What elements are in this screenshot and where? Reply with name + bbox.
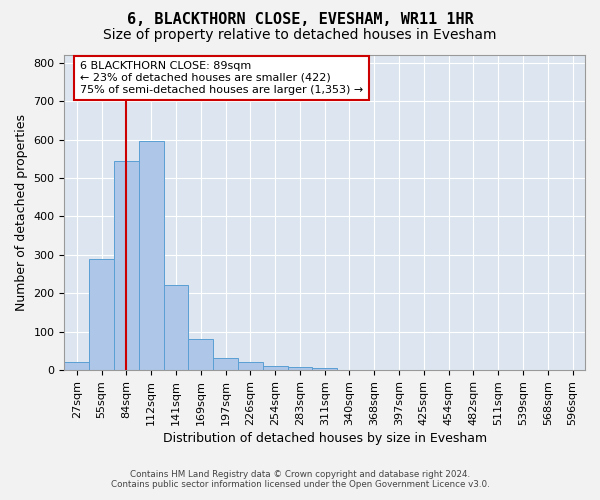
Bar <box>89 258 114 370</box>
Bar <box>188 340 213 370</box>
Bar <box>313 368 337 370</box>
Bar <box>213 358 238 370</box>
Text: 6 BLACKTHORN CLOSE: 89sqm
← 23% of detached houses are smaller (422)
75% of semi: 6 BLACKTHORN CLOSE: 89sqm ← 23% of detac… <box>80 62 363 94</box>
Bar <box>164 285 188 370</box>
Bar <box>263 366 287 370</box>
Y-axis label: Number of detached properties: Number of detached properties <box>15 114 28 311</box>
Bar <box>238 362 263 370</box>
Bar <box>139 142 164 370</box>
X-axis label: Distribution of detached houses by size in Evesham: Distribution of detached houses by size … <box>163 432 487 445</box>
Text: 6, BLACKTHORN CLOSE, EVESHAM, WR11 1HR: 6, BLACKTHORN CLOSE, EVESHAM, WR11 1HR <box>127 12 473 28</box>
Bar <box>287 367 313 370</box>
Text: Size of property relative to detached houses in Evesham: Size of property relative to detached ho… <box>103 28 497 42</box>
Bar <box>114 160 139 370</box>
Bar <box>64 362 89 370</box>
Text: Contains HM Land Registry data © Crown copyright and database right 2024.
Contai: Contains HM Land Registry data © Crown c… <box>110 470 490 489</box>
